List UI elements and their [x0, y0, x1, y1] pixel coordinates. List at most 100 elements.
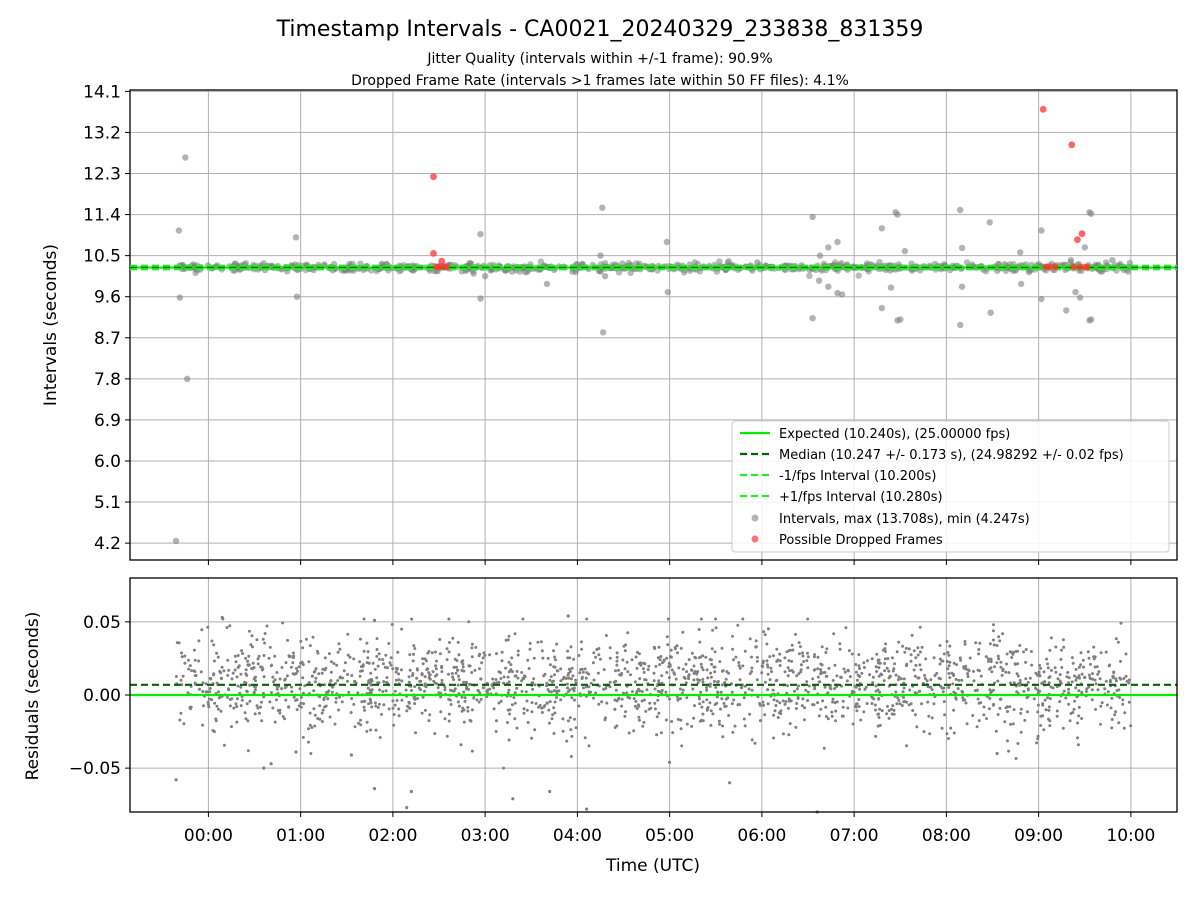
residual-point	[515, 686, 519, 690]
residual-point	[389, 656, 393, 660]
residual-point	[1083, 675, 1087, 679]
residual-point	[942, 652, 946, 656]
residual-point	[421, 657, 425, 661]
dropped-frame-point	[1078, 230, 1086, 238]
residual-point	[506, 638, 510, 642]
residual-point	[890, 656, 894, 660]
residual-point	[407, 680, 411, 684]
residual-point	[213, 701, 217, 705]
residual-point	[896, 696, 900, 700]
residual-point	[668, 655, 672, 659]
residual-point	[708, 682, 712, 686]
residual-point	[207, 703, 210, 707]
residual-point	[494, 678, 498, 681]
residual-point	[366, 656, 370, 660]
residual-point	[741, 664, 745, 668]
residual-point	[256, 662, 260, 666]
interval-point	[663, 238, 671, 246]
residual-point	[252, 666, 256, 669]
residual-point	[613, 707, 617, 711]
residual-point	[314, 667, 318, 671]
residual-point	[1043, 698, 1047, 702]
residual-point	[577, 654, 581, 657]
residual-point	[778, 659, 782, 663]
residual-point	[553, 658, 557, 662]
residual-point	[988, 688, 992, 692]
residual-point	[555, 696, 558, 700]
residual-point	[608, 680, 612, 684]
residual-point	[579, 640, 583, 644]
interval-point	[597, 252, 604, 259]
residual-point	[618, 673, 622, 677]
residual-point	[552, 649, 555, 653]
residual-point	[1124, 652, 1128, 656]
residual-point	[507, 670, 511, 674]
residual-point	[783, 670, 787, 674]
residual-point	[994, 729, 998, 733]
residual-point	[700, 705, 704, 709]
residual-point	[457, 674, 460, 678]
residual-point	[997, 657, 1001, 661]
residual-point	[506, 721, 509, 724]
residual-point	[838, 647, 842, 651]
residual-point	[244, 668, 248, 672]
interval-point	[855, 272, 862, 279]
residual-point	[1056, 677, 1060, 681]
residual-point	[1001, 632, 1005, 636]
residual-point	[206, 625, 210, 629]
residual-point	[363, 708, 366, 712]
residual-point	[855, 702, 859, 706]
residual-point	[399, 668, 403, 672]
residual-point	[1042, 728, 1046, 732]
residual-point	[826, 691, 830, 695]
residual-point	[982, 713, 986, 717]
interval-point	[1088, 210, 1095, 217]
residual-point	[913, 674, 917, 678]
residual-point	[262, 766, 266, 770]
residual-point	[664, 718, 668, 722]
residual-point	[840, 714, 844, 718]
residual-point	[275, 698, 278, 702]
residual-point	[858, 687, 862, 691]
residual-point	[951, 682, 955, 686]
residual-point	[863, 687, 867, 691]
interval-point	[599, 204, 606, 211]
residual-point	[775, 647, 779, 651]
residual-point	[451, 636, 455, 640]
residual-point	[1036, 710, 1040, 714]
residual-point	[197, 639, 201, 643]
residual-point	[904, 646, 908, 650]
residual-point	[635, 707, 639, 710]
residual-point	[819, 707, 823, 711]
residual-point	[268, 700, 272, 704]
dropped-frame-point	[1039, 105, 1047, 113]
residual-point	[1034, 686, 1038, 690]
residual-point	[1109, 706, 1113, 710]
residual-point	[968, 656, 972, 660]
residual-point	[988, 697, 992, 700]
residual-point	[1048, 648, 1052, 652]
residual-point	[530, 710, 534, 714]
residual-point	[670, 720, 674, 723]
residual-point	[1070, 680, 1074, 684]
residual-point	[680, 744, 684, 748]
residual-point	[438, 638, 442, 641]
residual-point	[594, 691, 598, 695]
residual-point	[727, 714, 731, 717]
residual-point	[698, 640, 702, 644]
interval-point	[600, 329, 607, 336]
residual-point	[434, 650, 437, 654]
interval-point	[1067, 257, 1075, 264]
residual-point	[857, 705, 861, 708]
residual-point	[926, 700, 930, 704]
residual-point	[987, 707, 991, 711]
interval-point	[175, 227, 183, 234]
residual-point	[761, 661, 765, 665]
residual-point	[294, 750, 298, 754]
residual-point	[951, 672, 955, 676]
residual-point	[555, 669, 559, 673]
residual-point	[947, 653, 951, 657]
residual-point	[193, 658, 197, 662]
residual-point	[272, 680, 276, 684]
chart-subtitle-jitter: Jitter Quality (intervals within +/-1 fr…	[426, 51, 772, 67]
